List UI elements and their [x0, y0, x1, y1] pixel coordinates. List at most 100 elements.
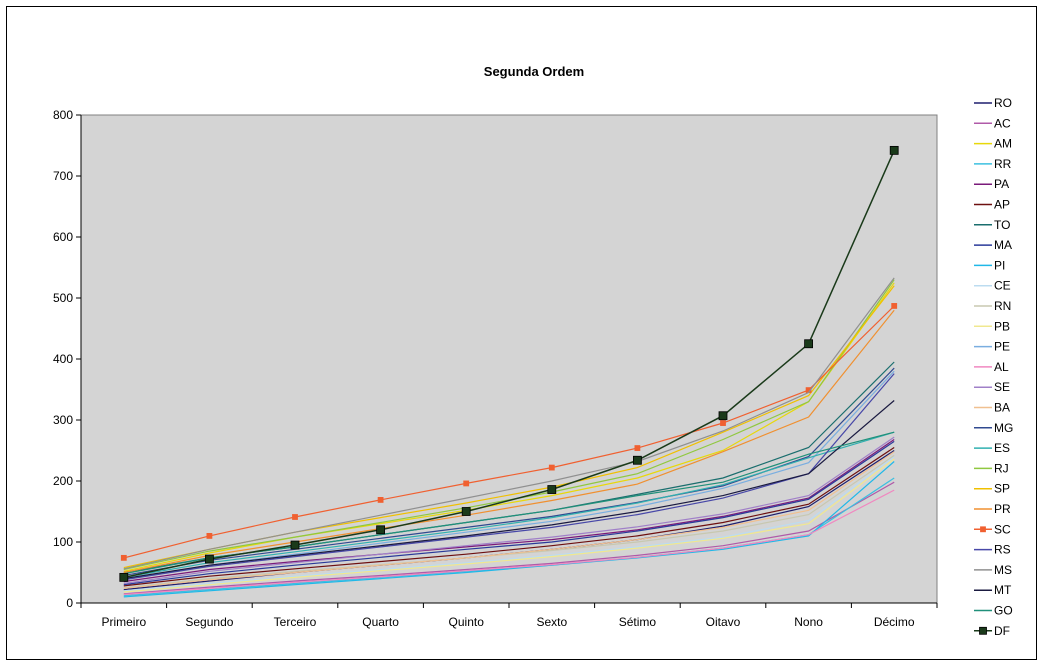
- legend-entry-al: AL: [974, 360, 1009, 374]
- x-tick-label: Décimo: [874, 615, 915, 629]
- legend-entry-se: SE: [974, 380, 1010, 394]
- data-point-df: [119, 572, 129, 582]
- legend-label: MT: [994, 583, 1012, 597]
- x-tick-label: Primeiro: [101, 615, 146, 629]
- series-line-pr: [123, 309, 895, 574]
- series-line-ap: [123, 446, 895, 587]
- series-line-ms: [123, 277, 895, 570]
- data-point-sc: [634, 445, 641, 451]
- legend-label: AL: [994, 360, 1009, 374]
- x-tick-label: Oitavo: [706, 615, 741, 629]
- data-point-sc: [377, 497, 384, 503]
- legend-label: SP: [994, 482, 1010, 496]
- y-tick-label: 300: [53, 413, 73, 427]
- series-line-ac: [123, 481, 895, 595]
- legend-label: MA: [994, 238, 1012, 252]
- y-tick-label: 100: [53, 535, 73, 549]
- series-line-rs: [123, 373, 895, 581]
- data-point-sc: [206, 533, 213, 539]
- data-point-df: [376, 525, 386, 535]
- legend-entry-ms: MS: [974, 563, 1012, 577]
- legend-entry-pi: PI: [974, 258, 1005, 272]
- series-line-mt: [123, 400, 895, 580]
- legend-entry-to: TO: [974, 218, 1010, 232]
- legend-label: RR: [994, 157, 1012, 171]
- legend-entry-go: GO: [974, 604, 1013, 618]
- series-line-df: [123, 150, 895, 579]
- legend-entry-ma: MA: [974, 238, 1012, 252]
- legend-entry-rn: RN: [974, 299, 1011, 313]
- legend-marker: [979, 626, 987, 635]
- legend-label: PR: [994, 502, 1011, 516]
- legend-entry-rj: RJ: [974, 461, 1009, 475]
- y-tick-label: 600: [53, 230, 73, 244]
- data-point-df: [718, 411, 728, 421]
- legend-entry-am: AM: [974, 137, 1012, 151]
- series-line-pa: [123, 439, 895, 583]
- legend-label: DF: [994, 624, 1010, 638]
- legend-label: AC: [994, 116, 1011, 130]
- legend-label: PI: [994, 258, 1005, 272]
- legend-label: GO: [994, 604, 1013, 618]
- y-tick-label: 200: [53, 474, 73, 488]
- legend-label: TO: [994, 218, 1010, 232]
- legend-label: MG: [994, 421, 1013, 435]
- y-tick-label: 0: [66, 596, 73, 610]
- data-point-df: [290, 540, 300, 550]
- legend-label: PB: [994, 319, 1010, 333]
- legend-entry-rs: RS: [974, 543, 1011, 557]
- legend-entry-pa: PA: [974, 177, 1009, 191]
- series-line-es: [123, 431, 895, 578]
- legend-entry-sp: SP: [974, 482, 1010, 496]
- data-point-sc: [891, 303, 898, 309]
- chart-title: Segunda Ordem: [484, 64, 584, 79]
- data-point-sc: [463, 480, 470, 487]
- x-tick-label: Terceiro: [274, 615, 317, 629]
- series-line-ce: [123, 456, 895, 592]
- legend-entry-df: DF: [974, 624, 1010, 638]
- series-line-pi: [123, 461, 895, 598]
- data-point-sc: [720, 420, 726, 426]
- legend-entry-sc: SC: [974, 522, 1011, 536]
- y-tick-label: 400: [53, 352, 73, 366]
- legend-label: AP: [994, 198, 1010, 212]
- legend-entry-ro: RO: [974, 96, 1012, 110]
- x-tick-label: Quinto: [449, 615, 485, 629]
- legend-label: RO: [994, 96, 1012, 110]
- legend-label: PA: [994, 177, 1009, 191]
- data-point-df: [889, 145, 899, 155]
- data-point-sc: [292, 514, 298, 520]
- data-point-df: [204, 554, 214, 564]
- legend-label: RN: [994, 299, 1011, 313]
- legend-label: ES: [994, 441, 1010, 455]
- series-line-am: [123, 282, 895, 572]
- y-tick-label: 500: [53, 291, 73, 305]
- data-point-df: [461, 507, 471, 516]
- legend-marker: [980, 526, 986, 533]
- data-point-df: [547, 485, 557, 494]
- x-tick-label: Sexto: [536, 615, 567, 629]
- data-point-df: [633, 455, 642, 465]
- legend-entry-es: ES: [974, 441, 1010, 455]
- y-tick-label: 800: [53, 108, 73, 122]
- plot-area: 0 100 200 300 400 500 600 700 800 Primeiro Segundo…: [53, 108, 938, 629]
- x-tick-label: Sétimo: [619, 615, 657, 629]
- series-line-se: [123, 436, 895, 585]
- legend-entry-pe: PE: [974, 340, 1010, 354]
- chart-frame: Segunda Ordem 0 100 200 300 400 500 600 700 800 P…: [6, 6, 1037, 660]
- legend-entry-ba: BA: [974, 401, 1010, 415]
- legend: RO AC AM RR PA AP TO MA PI CE RN PB PE AL SE BA MG ES RJ SP…: [974, 96, 1013, 638]
- legend-label: SE: [994, 380, 1010, 394]
- legend-entry-pr: PR: [974, 502, 1011, 516]
- legend-entry-ap: AP: [974, 198, 1010, 212]
- legend-label: RJ: [994, 461, 1009, 475]
- series-line-al: [123, 489, 895, 596]
- legend-label: BA: [994, 401, 1010, 415]
- series-line-sc: [123, 305, 895, 559]
- legend-label: SC: [994, 522, 1011, 536]
- legend-entry-rr: RR: [974, 157, 1012, 171]
- series-line-ba: [123, 451, 895, 589]
- x-tick-label: Nono: [794, 615, 823, 629]
- x-tick-label: Segundo: [185, 615, 233, 629]
- series-line-ma: [123, 440, 895, 586]
